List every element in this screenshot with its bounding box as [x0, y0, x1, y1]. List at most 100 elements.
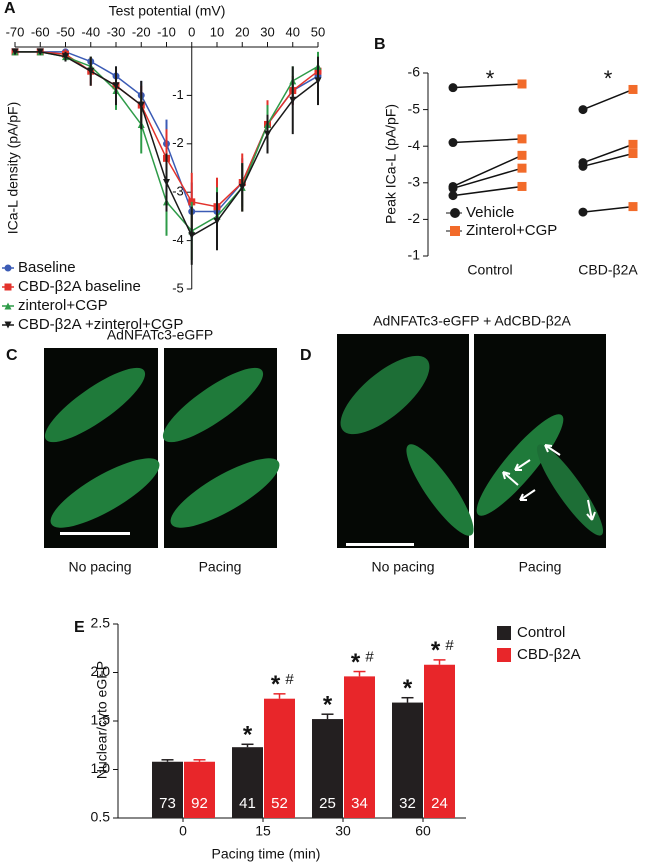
y-axis-title: ICa-L density (pA/pF): [5, 102, 21, 235]
y-tick-label: -4: [408, 137, 421, 153]
legend-swatch: [497, 626, 511, 640]
marker: [62, 53, 69, 61]
pair-line: [582, 88, 634, 111]
legend-label: Control: [517, 624, 565, 641]
significance: *: [323, 692, 333, 719]
panel-label: E: [74, 619, 85, 636]
x-tick-label: -40: [81, 24, 100, 39]
pair-line: [582, 205, 634, 213]
legend-label: Vehicle: [466, 204, 514, 221]
marker: [628, 139, 638, 149]
y-axis-title: Peak ICa-L (pA/pF): [383, 104, 399, 224]
bar: [264, 698, 295, 818]
n-label: 73: [159, 795, 176, 812]
marker: [4, 264, 12, 272]
panel-title: AdNFATc3-eGFP: [107, 327, 213, 343]
x-tick-label: 15: [255, 823, 271, 839]
marker: [36, 48, 44, 56]
y-tick-label: -3: [408, 174, 421, 190]
marker: [517, 134, 527, 144]
y-tick-label: 2.5: [91, 615, 111, 631]
legend-label: Baseline: [18, 259, 76, 276]
n-label: 52: [271, 795, 288, 812]
x-tick-label: 30: [335, 823, 351, 839]
x-tick-label: 0: [188, 24, 195, 39]
x-tick-label: 60: [415, 823, 431, 839]
x-tick-label: 0: [179, 823, 187, 839]
panel-label: B: [374, 36, 386, 53]
micrograph: [44, 348, 160, 548]
marker: [264, 130, 271, 138]
x-tick-label: 50: [311, 24, 325, 39]
significance: #: [365, 648, 374, 665]
x-tick-label: CBD-β2A: [578, 262, 638, 278]
n-label: 32: [399, 795, 416, 812]
marker: [448, 138, 458, 148]
image-caption: No pacing: [371, 559, 434, 575]
pair-line: [452, 138, 523, 144]
marker: [11, 48, 19, 56]
marker: [517, 163, 527, 173]
marker: [517, 181, 527, 191]
x-tick-label: Control: [467, 262, 512, 278]
x-tick-label: -60: [31, 24, 50, 39]
legend-label: CBD-β2A: [517, 646, 581, 663]
marker: [628, 202, 638, 212]
x-tick-label: 40: [286, 24, 300, 39]
significance: #: [445, 637, 454, 654]
significance: *: [243, 722, 253, 749]
pair-line: [452, 83, 523, 89]
y-axis-title: Nuclear/cyto eGFP: [94, 661, 110, 779]
legend-swatch: [497, 648, 511, 662]
marker: [628, 149, 638, 159]
pair-line: [582, 152, 634, 168]
n-label: 34: [351, 795, 368, 812]
marker: [4, 302, 12, 310]
significance: *: [351, 649, 361, 676]
marker: [289, 96, 297, 104]
y-tick-label: -4: [172, 232, 184, 247]
bar: [152, 761, 183, 818]
x-tick-label: -30: [107, 24, 126, 39]
marker: [213, 217, 221, 225]
significance: *: [431, 637, 441, 664]
image-caption: No pacing: [68, 559, 131, 575]
x-axis-title: Test potential (mV): [109, 3, 226, 19]
y-tick-label: -5: [172, 280, 184, 295]
pair-line: [452, 185, 523, 197]
marker: [448, 83, 458, 93]
y-tick-label: -2: [172, 135, 184, 150]
x-tick-label: -50: [56, 24, 75, 39]
marker: [517, 79, 527, 89]
y-tick-label: 0.5: [91, 809, 111, 825]
significance: *: [271, 671, 281, 698]
panel-label: A: [4, 0, 16, 17]
legend-label: Zinterol+CGP: [466, 222, 557, 239]
marker: [517, 150, 527, 160]
panel-label: D: [300, 347, 312, 364]
marker: [448, 191, 458, 201]
pair-line: [582, 143, 634, 164]
x-tick-label: -20: [132, 24, 151, 39]
significance: *: [486, 66, 495, 91]
x-tick-label: -10: [157, 24, 176, 39]
y-tick-label: -5: [408, 100, 421, 116]
marker: [628, 84, 638, 94]
bar: [344, 676, 375, 818]
marker: [450, 226, 460, 236]
n-label: 25: [319, 795, 336, 812]
x-tick-label: 20: [235, 24, 249, 39]
micrograph: [474, 334, 606, 548]
bar: [392, 702, 423, 818]
marker: [314, 77, 322, 85]
image-caption: Pacing: [199, 559, 242, 575]
pair-line: [452, 167, 523, 190]
y-tick-label: 1.5: [91, 712, 111, 728]
n-label: 24: [431, 795, 448, 812]
y-tick-label: 2.0: [91, 663, 111, 679]
y-tick-label: -2: [408, 210, 421, 226]
bar: [232, 747, 263, 818]
y-tick-label: -1: [408, 247, 421, 263]
y-tick-label: -1: [172, 87, 184, 102]
